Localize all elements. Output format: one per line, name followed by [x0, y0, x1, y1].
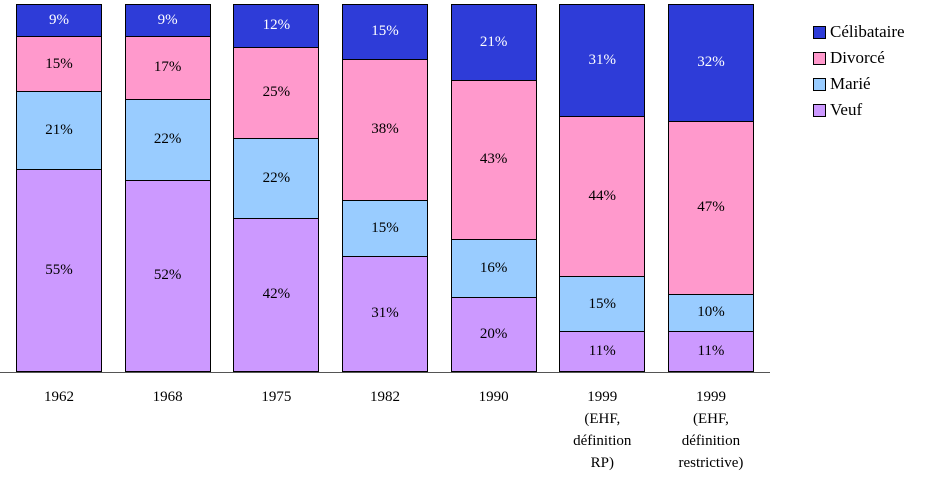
- bar-segment-célibataire: 32%: [667, 4, 754, 122]
- bar-segment-divorcé: 17%: [124, 37, 211, 100]
- category-label: 1982: [369, 389, 400, 405]
- bar-segment-marié: 16%: [450, 239, 537, 299]
- bar-segment-marié: 15%: [341, 201, 428, 257]
- bar-segment-divorcé: 25%: [233, 47, 320, 139]
- legend-label: Divorcé: [830, 48, 885, 67]
- legend-item: Divorcé: [813, 48, 905, 68]
- legend-label: Marié: [830, 74, 871, 93]
- bar-segment-divorcé: 15%: [16, 37, 102, 93]
- bar-column: 9% 15% 21% 55%: [6, 4, 112, 372]
- bar-column: 32% 47% 10% 11%: [658, 4, 764, 372]
- legend: Célibataire Divorcé Marié Veuf: [813, 22, 905, 126]
- category-label: 1975: [261, 389, 292, 405]
- legend-label: Veuf: [830, 100, 863, 119]
- category-label: 1990: [478, 389, 509, 405]
- stacked-bar-1999-6: 32% 47% 10% 11%: [667, 4, 754, 372]
- legend-label: Célibataire: [830, 22, 905, 41]
- bar-segment-célibataire: 15%: [341, 4, 428, 60]
- legend-swatch-icon: [813, 77, 826, 91]
- bar-segment-divorcé: 44%: [559, 116, 646, 278]
- legend-swatch-icon: [813, 103, 826, 117]
- bars-area: 9% 15% 21% 55% 9% 17% 22% 52% 12% 25% 22% 42% 15% 38%…: [6, 4, 764, 372]
- category-label: 1999 (EHF, définition restrictive): [678, 389, 744, 471]
- bar-segment-veuf: 55%: [16, 169, 102, 372]
- bar-segment-célibataire: 9%: [16, 4, 102, 38]
- stacked-bar-1962-0: 9% 15% 21% 55%: [16, 4, 102, 372]
- bar-column: 15% 38% 15% 31%: [332, 4, 438, 372]
- legend-item: Marié: [813, 74, 905, 94]
- bar-segment-marié: 21%: [16, 92, 102, 170]
- bar-column: 9% 17% 22% 52%: [115, 4, 221, 372]
- bar-segment-veuf: 52%: [124, 180, 211, 372]
- category-label: 1962: [44, 389, 74, 405]
- bar-segment-divorcé: 47%: [667, 121, 754, 295]
- bar-segment-célibataire: 31%: [559, 4, 646, 117]
- bar-column: 12% 25% 22% 42%: [223, 4, 329, 372]
- bar-column: 31% 44% 15% 11%: [549, 4, 655, 372]
- category-label: 1968: [152, 389, 183, 405]
- stacked-bar-1990-4: 21% 43% 16% 20%: [450, 4, 537, 372]
- category-label: 1999 (EHF, définition RP): [573, 389, 632, 471]
- bar-segment-célibataire: 12%: [233, 4, 320, 48]
- bar-segment-veuf: 42%: [233, 218, 320, 372]
- category-labels: 1962 1968 1975 1982 1990 1999 (EHF, définition R…: [6, 386, 764, 474]
- bar-segment-marié: 22%: [124, 99, 211, 181]
- legend-swatch-icon: [813, 51, 826, 65]
- bar-segment-veuf: 31%: [341, 256, 428, 372]
- bar-segment-célibataire: 21%: [450, 4, 537, 82]
- stacked-bar-1975-2: 12% 25% 22% 42%: [233, 4, 320, 372]
- bar-segment-marié: 10%: [667, 294, 754, 332]
- bar-segment-célibataire: 9%: [124, 4, 211, 38]
- stacked-bar-1982-3: 15% 38% 15% 31%: [341, 4, 428, 372]
- bar-segment-marié: 22%: [233, 138, 320, 219]
- bar-segment-veuf: 11%: [559, 331, 646, 372]
- stacked-bar-1999-5: 31% 44% 15% 11%: [559, 4, 646, 372]
- bar-segment-marié: 15%: [559, 277, 646, 332]
- x-axis-line: [0, 372, 770, 373]
- stacked-bar-1968-1: 9% 17% 22% 52%: [124, 4, 211, 372]
- bar-column: 21% 43% 16% 20%: [441, 4, 547, 372]
- bar-segment-divorcé: 43%: [450, 81, 537, 240]
- legend-swatch-icon: [813, 25, 826, 39]
- legend-item: Célibataire: [813, 22, 905, 42]
- bar-segment-veuf: 20%: [450, 298, 537, 372]
- bar-segment-divorcé: 38%: [341, 59, 428, 201]
- bar-segment-veuf: 11%: [667, 331, 754, 372]
- legend-item: Veuf: [813, 100, 905, 120]
